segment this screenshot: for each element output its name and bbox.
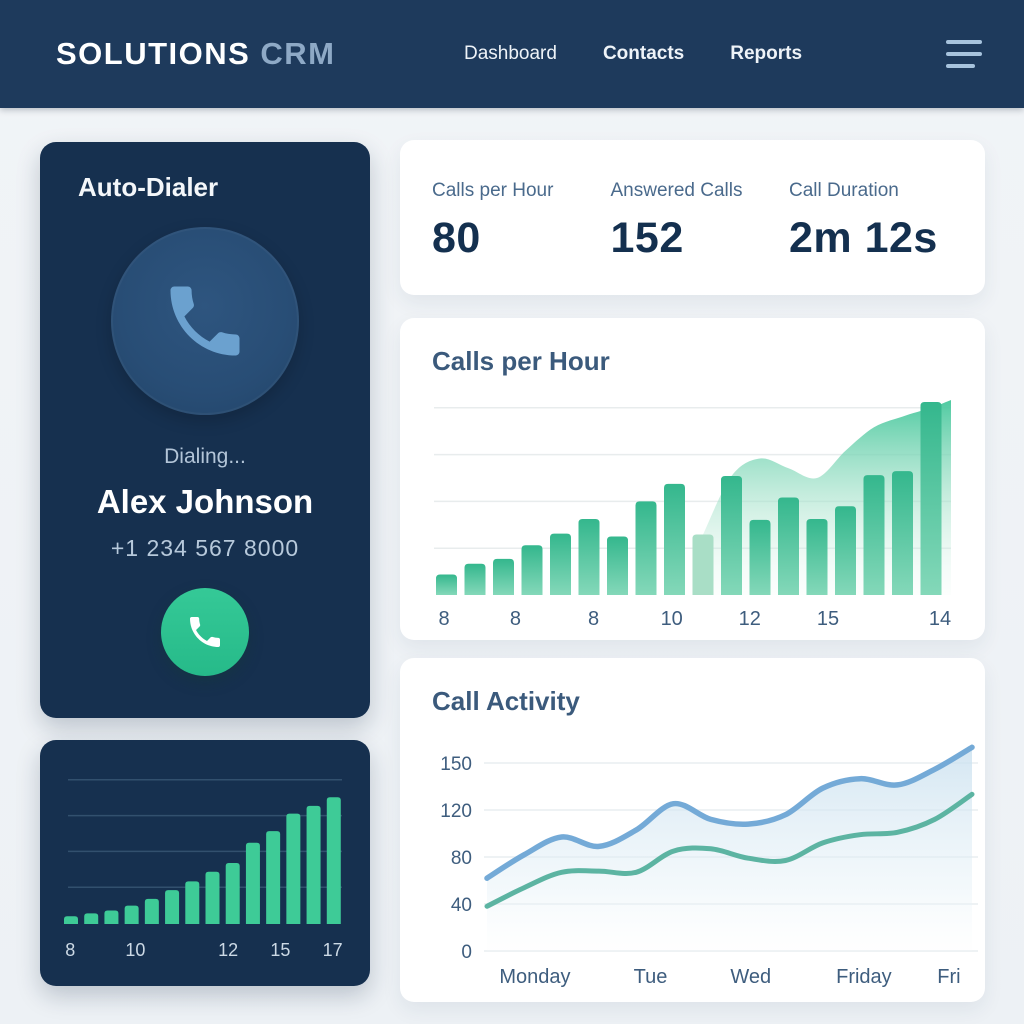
call-activity-line-chart: 150 120 80 40 0 Monday Tue Wed Friday Fri	[432, 725, 978, 995]
app-logo: SOLUTIONS CRM	[56, 36, 335, 72]
nav-item-contacts[interactable]: Contacts	[602, 43, 685, 64]
svg-text:10: 10	[661, 608, 683, 630]
mini-activity-chart-card: 8 10 12 15 17	[40, 740, 370, 986]
svg-text:150: 150	[440, 754, 472, 775]
stat-call-duration: Call Duration 2m 12s	[789, 180, 939, 295]
top-nav-bar: SOLUTIONS CRM Dashboard Contacts Reports	[0, 0, 1024, 108]
calls-per-hour-bar-chart: 8 8 8 10 12 15 14	[432, 385, 953, 640]
stat-label: Calls per Hour	[432, 180, 554, 201]
chart-title: Call Activity	[432, 686, 580, 716]
dialing-status: Dialing...	[164, 445, 246, 468]
svg-text:8: 8	[438, 608, 449, 630]
mini-bar-chart: 8 10 12 15 17	[60, 766, 350, 971]
auto-dialer-title: Auto-Dialer	[78, 172, 219, 202]
svg-text:8: 8	[65, 940, 75, 960]
svg-text:17: 17	[323, 940, 343, 960]
stat-label: Call Duration	[789, 180, 899, 201]
svg-text:Tue: Tue	[634, 966, 668, 988]
stat-value: 152	[610, 214, 684, 262]
kpi-stats-card: Calls per Hour 80 Answered Calls 152 Cal…	[400, 140, 985, 295]
stat-calls-per-hour: Calls per Hour 80	[432, 180, 582, 295]
nav-item-dashboard[interactable]: Dashboard	[464, 43, 557, 64]
svg-text:12: 12	[739, 608, 761, 630]
phone-icon	[190, 617, 220, 647]
brand-secondary: CRM	[260, 36, 336, 71]
svg-text:Monday: Monday	[499, 966, 570, 988]
svg-text:Friday: Friday	[836, 966, 892, 988]
phone-number: +1 234 567 8000	[110, 535, 300, 561]
svg-text:120: 120	[440, 801, 472, 822]
call-button[interactable]	[161, 588, 249, 676]
main-nav: Dashboard Contacts Reports	[464, 43, 802, 65]
auto-dialer-card: Auto-Dialer Dialing... Alex Johnson +1 2…	[40, 142, 370, 718]
calls-per-hour-chart-card: Calls per Hour 8 8 8 10 12 15 14	[400, 318, 985, 640]
stat-value: 2m 12s	[789, 214, 938, 262]
svg-text:8: 8	[588, 608, 599, 630]
svg-text:80: 80	[451, 848, 472, 869]
contact-name: Alex Johnson	[96, 483, 314, 520]
stat-value: 80	[432, 214, 481, 262]
stat-label: Answered Calls	[610, 180, 743, 201]
svg-text:40: 40	[451, 895, 472, 916]
stat-answered-calls: Answered Calls 152	[611, 180, 761, 295]
phone-icon	[111, 227, 299, 415]
svg-text:Fri: Fri	[937, 966, 960, 988]
svg-text:10: 10	[125, 940, 145, 960]
chart-title: Calls per Hour	[432, 346, 610, 376]
brand-primary: SOLUTIONS	[56, 36, 251, 71]
call-activity-chart-card: Call Activity 150 120 80 40 0 Monday Tue Wed Fr…	[400, 658, 985, 1002]
nav-item-reports[interactable]: Reports	[730, 43, 803, 64]
svg-text:15: 15	[270, 940, 290, 960]
svg-text:8: 8	[510, 608, 521, 630]
svg-text:14: 14	[929, 608, 951, 630]
svg-text:12: 12	[218, 940, 238, 960]
svg-text:15: 15	[817, 608, 839, 630]
svg-text:0: 0	[461, 942, 472, 963]
hamburger-menu-icon[interactable]	[944, 38, 984, 70]
svg-text:Wed: Wed	[730, 966, 771, 988]
